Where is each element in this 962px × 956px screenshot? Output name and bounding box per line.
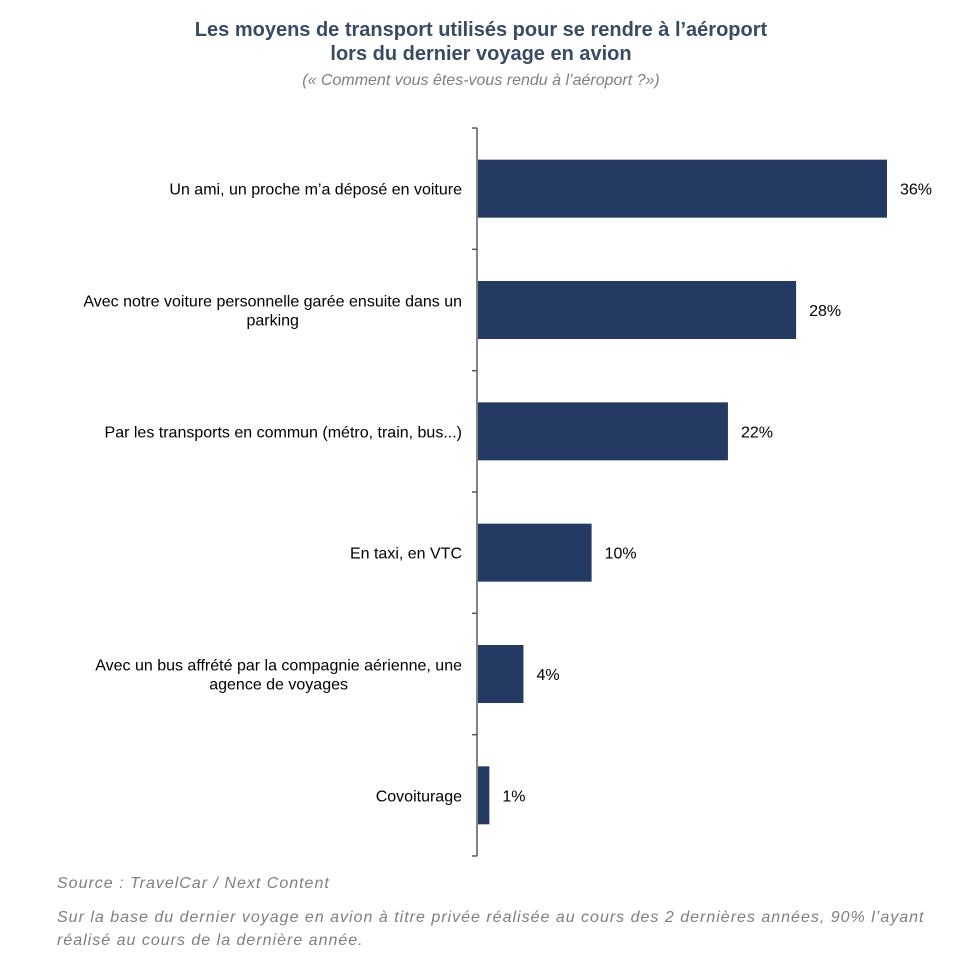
chart-subtitle: (« Comment vous êtes-vous rendu à l’aéro…	[302, 72, 660, 89]
category-label-line: Avec notre voiture personnelle garée ens…	[83, 294, 462, 311]
chart-title-line-1: Les moyens de transport utilisés pour se…	[194, 19, 768, 41]
category-label: En taxi, en VTC	[350, 546, 462, 563]
bar-value-label: 10%	[605, 546, 637, 563]
category-label: Par les transports en commun (métro, tra…	[105, 424, 462, 441]
bar	[478, 523, 592, 582]
bar	[478, 159, 887, 218]
bar	[478, 766, 490, 825]
source-note: Source : TravelCar / Next Content	[57, 875, 330, 892]
category-label-line: parking	[246, 313, 298, 330]
chart-title: Les moyens de transport utilisés pour se…	[0, 18, 962, 66]
bar-value-label: 28%	[809, 303, 841, 320]
chart-title-line-2: lors du dernier voyage en avion	[330, 43, 632, 65]
methodology-note: Sur la base du dernier voyage en avion à…	[57, 909, 925, 949]
category-label: Un ami, un proche m’a déposé en voiture	[169, 182, 462, 199]
bar-value-label: 4%	[536, 667, 559, 684]
category-label-line: En taxi, en VTC	[350, 546, 462, 563]
category-label-line: Par les transports en commun (métro, tra…	[105, 424, 462, 441]
category-label: Avec un bus affrété par la compagnie aér…	[95, 658, 462, 694]
category-label-line: Covoiturage	[376, 788, 462, 805]
bar-value-label: 36%	[900, 182, 932, 199]
bar	[478, 645, 524, 703]
bar	[478, 402, 728, 461]
category-label-line: agence de voyages	[209, 677, 348, 694]
bar-value-label: 1%	[502, 788, 525, 805]
category-label: Covoiturage	[376, 788, 462, 805]
category-label-line: Un ami, un proche m’a déposé en voiture	[169, 182, 462, 199]
category-label-line: Avec un bus affrété par la compagnie aér…	[95, 658, 462, 675]
bar	[478, 281, 797, 339]
bar-value-label: 22%	[741, 424, 773, 441]
category-label: Avec notre voiture personnelle garée ens…	[83, 294, 462, 330]
